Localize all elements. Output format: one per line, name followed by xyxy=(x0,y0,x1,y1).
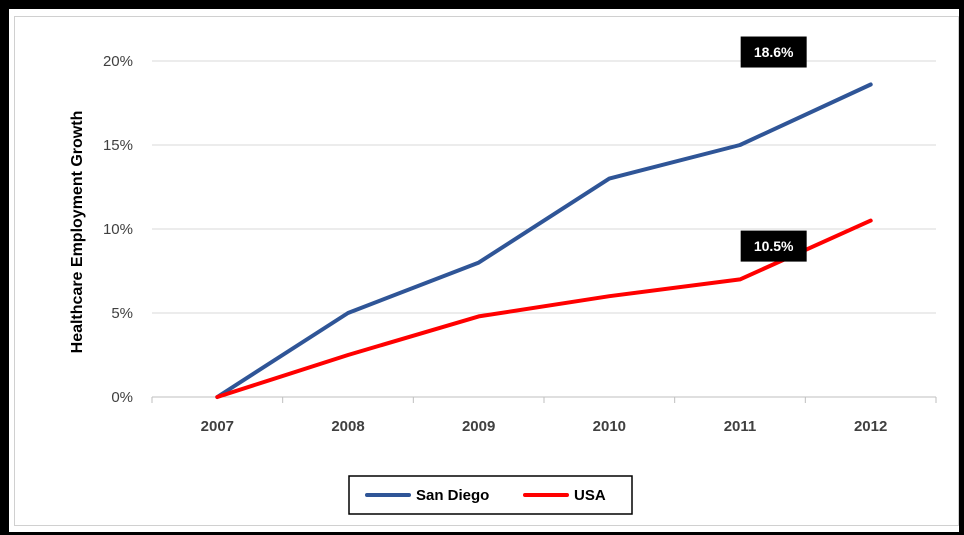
x-tick-label: 2007 xyxy=(201,418,234,435)
x-tick-label: 2008 xyxy=(331,418,364,435)
legend-label: USA xyxy=(574,487,606,504)
legend-item: USA xyxy=(523,487,606,504)
x-tick-label: 2011 xyxy=(724,418,757,435)
data-label: 18.6% xyxy=(740,36,807,68)
y-tick-label: 20% xyxy=(103,53,133,70)
data-label-text: 18.6% xyxy=(754,44,794,60)
y-tick-label: 10% xyxy=(103,221,133,238)
data-label-box xyxy=(740,36,807,68)
series-lines xyxy=(215,82,873,399)
x-tick-label: 2012 xyxy=(854,418,887,435)
x-tick-label: 2010 xyxy=(593,418,626,435)
data-label-box xyxy=(740,230,807,262)
y-tick-label: 5% xyxy=(111,305,133,322)
series-line-usa xyxy=(215,218,873,399)
y-tick-label: 15% xyxy=(103,137,133,154)
series-line-san-diego xyxy=(215,82,873,399)
chart-area-border xyxy=(14,16,959,526)
y-axis-ticks: 0% 5% 10% 15% 20% xyxy=(103,53,133,406)
data-labels: 18.6% 10.5% xyxy=(740,36,807,262)
y-tick-label: 0% xyxy=(111,389,133,406)
legend-label: San Diego xyxy=(416,487,489,504)
gridlines xyxy=(152,60,936,314)
data-label: 10.5% xyxy=(740,230,807,262)
data-label-text: 10.5% xyxy=(754,238,794,254)
x-axis: 2007 2008 2009 2010 2011 2012 xyxy=(151,396,937,435)
legend-item: San Diego xyxy=(365,487,489,504)
legend: San Diego USA xyxy=(348,475,633,515)
x-tick-label: 2009 xyxy=(462,418,495,435)
y-axis-title: Healthcare Employment Growth xyxy=(69,111,86,354)
